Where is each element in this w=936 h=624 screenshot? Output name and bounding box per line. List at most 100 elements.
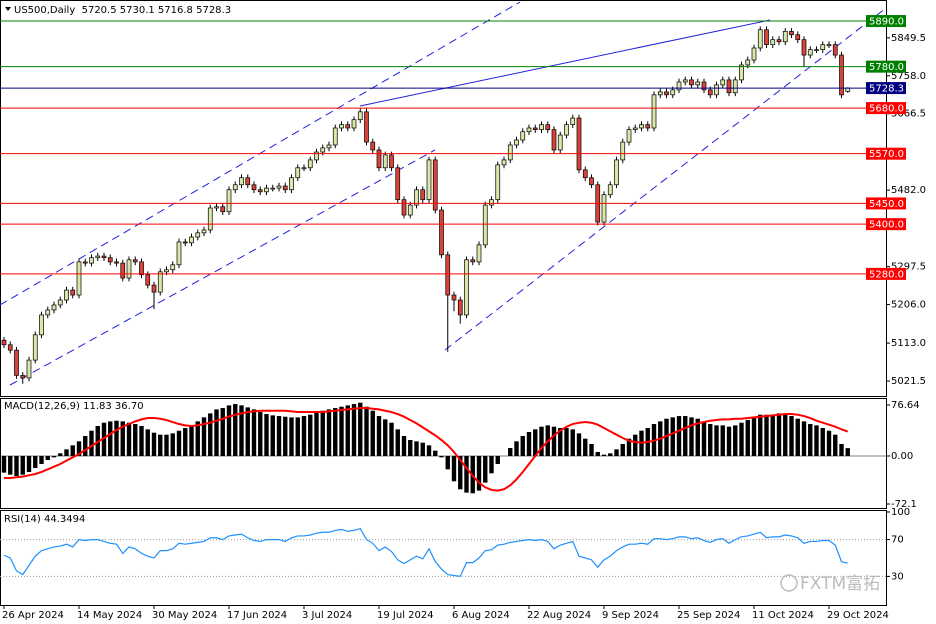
candle-body: [770, 39, 776, 46]
macd-bar: [795, 418, 800, 456]
candle-body: [57, 299, 63, 306]
macd-bar: [758, 414, 763, 456]
candle-body: [176, 241, 182, 266]
candle-body: [601, 194, 607, 223]
level-label-box: [866, 15, 906, 28]
macd-bar: [820, 428, 825, 456]
macd-bar: [826, 430, 832, 456]
candle-body: [26, 359, 32, 379]
candle-body: [382, 154, 388, 169]
macd-bar: [20, 455, 25, 475]
candle-body: [370, 141, 376, 151]
candle-body: [20, 375, 26, 379]
candle-body: [489, 199, 494, 206]
candle-body: [539, 124, 544, 130]
x-tick-label: 6 Aug 2024: [452, 610, 510, 621]
macd-bar: [283, 416, 288, 456]
y-tick-label: 5849.5: [891, 33, 926, 44]
candle-body: [14, 349, 19, 376]
candle-body: [82, 261, 88, 264]
x-tick-label: 3 Jul 2024: [302, 610, 352, 621]
candle-body: [401, 199, 407, 216]
level-label: 5728.3: [869, 84, 904, 95]
candle-body: [551, 129, 557, 151]
macd-bar: [164, 434, 169, 456]
level-label-box: [866, 197, 906, 210]
level-label: 5780.0: [869, 62, 904, 73]
macd-bar: [489, 455, 494, 474]
macd-bar: [714, 425, 719, 456]
macd-bar: [833, 434, 838, 456]
candle-body: [589, 177, 594, 186]
candle-body: [426, 159, 432, 201]
macd-bar: [445, 455, 450, 470]
macd-bar: [101, 422, 107, 456]
candle-body: [451, 294, 457, 301]
macd-bar: [745, 420, 750, 456]
macd-bar: [464, 455, 469, 493]
candle-body: [751, 47, 757, 61]
level-label: 5280.0: [869, 269, 904, 280]
level-label-box: [866, 267, 906, 280]
candle-body: [614, 159, 619, 186]
macd-bar: [58, 453, 63, 456]
macd-bar: [208, 413, 213, 456]
macd-bar: [45, 455, 50, 460]
macd-bar: [289, 417, 294, 456]
macd-bar: [783, 414, 788, 456]
macd-bar: [1, 455, 7, 473]
candle-body: [507, 144, 513, 161]
watermark-icon: [780, 574, 798, 592]
candle-body: [645, 124, 651, 129]
macd-bar: [120, 421, 125, 456]
candle-body: [345, 124, 351, 129]
macd-bar: [814, 425, 819, 456]
candle-body: [439, 209, 444, 256]
candle-body: [657, 91, 663, 96]
macd-bar: [314, 412, 319, 456]
candle-body: [820, 44, 826, 50]
level-label: 5400.0: [869, 220, 904, 231]
macd-bar: [301, 416, 307, 456]
x-tick-label: 29 Oct 2024: [827, 610, 889, 621]
candle-body: [670, 89, 676, 96]
macd-bar: [195, 421, 200, 456]
candle-body: [257, 189, 263, 193]
candle-body: [376, 149, 382, 169]
candle-body: [120, 262, 126, 279]
candle-body: [651, 94, 657, 129]
macd-bar: [689, 417, 694, 456]
macd-bar: [458, 455, 463, 490]
candle-body: [164, 269, 169, 273]
candle-body: [201, 229, 207, 234]
candle-body: [420, 189, 426, 201]
candle-body: [520, 131, 526, 141]
level-label-box: [866, 102, 906, 115]
macd-bar: [695, 418, 700, 456]
candle-body: [414, 189, 419, 206]
candle-body: [114, 261, 119, 264]
macd-bar: [364, 406, 369, 456]
macd-bar: [89, 430, 94, 456]
macd-bar: [39, 455, 44, 464]
macd-bar: [276, 416, 282, 456]
y-tick-label: 0.00: [891, 451, 913, 462]
candle-body: [264, 187, 269, 193]
macd-bar: [751, 417, 757, 456]
x-tick-label: 9 Sep 2024: [602, 610, 659, 621]
y-tick-label: 5666.5: [891, 109, 926, 120]
y-tick-label: 5482.0: [891, 185, 926, 196]
macd-bar: [601, 454, 607, 456]
macd-bar: [708, 424, 713, 456]
macd-bar: [264, 414, 269, 456]
candle-body: [582, 169, 588, 179]
x-tick-label: 17 Jun 2024: [227, 610, 287, 621]
macd-bar: [201, 417, 207, 456]
candle-body: [89, 257, 94, 264]
macd-bar: [108, 421, 113, 456]
macd-bar: [614, 449, 619, 456]
candle-body: [570, 117, 576, 126]
candle-body: [132, 259, 138, 263]
candle-body: [464, 259, 469, 316]
